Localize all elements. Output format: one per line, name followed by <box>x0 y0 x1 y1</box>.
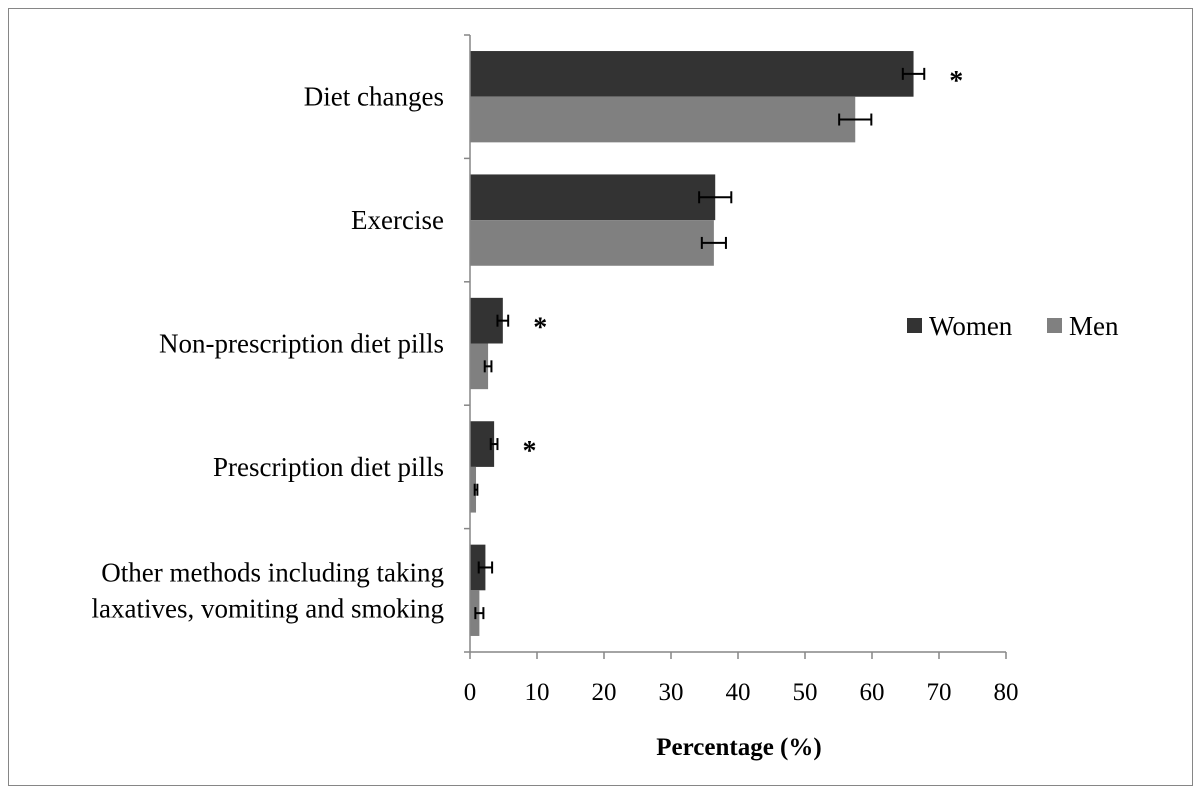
bar-women <box>470 51 914 97</box>
x-tick-label: 40 <box>726 679 751 706</box>
axes-layer <box>464 34 1007 659</box>
legend: Women Men <box>907 311 1119 341</box>
x-tick-label: 0 <box>464 679 477 706</box>
x-tick-label: 20 <box>592 679 617 706</box>
category-label: Other methods including taking <box>101 557 444 587</box>
x-axis-title: Percentage (%) <box>656 734 821 761</box>
x-tick-label: 10 <box>525 679 550 706</box>
bar-men <box>470 343 489 390</box>
bars-layer <box>470 51 926 636</box>
category-label: laxatives, vomiting and smoking <box>92 593 444 623</box>
category-label: Exercise <box>351 205 444 235</box>
legend-label-women: Women <box>929 311 1013 341</box>
x-tick-label: 70 <box>927 679 952 706</box>
x-tick-label: 50 <box>793 679 818 706</box>
legend-label-men: Men <box>1069 311 1119 341</box>
legend-swatch-men <box>1047 318 1062 333</box>
x-tick-label: 30 <box>659 679 684 706</box>
category-label: Prescription diet pills <box>213 452 444 482</box>
significance-marker: * <box>522 436 536 467</box>
bar-men <box>470 466 477 513</box>
significance-marker: * <box>533 313 547 344</box>
category-label: Non-prescription diet pills <box>159 329 444 359</box>
bar-men <box>470 220 714 266</box>
x-tick-label: 60 <box>860 679 885 706</box>
category-label: Diet changes <box>304 82 444 112</box>
bar-men <box>470 96 856 143</box>
legend-swatch-women <box>907 318 922 333</box>
labels-layer: Diet changes * Exercise Non-prescription di… <box>92 66 1019 706</box>
bar-women <box>470 544 486 591</box>
x-tick-label: 80 <box>994 679 1019 706</box>
significance-marker: * <box>949 66 963 97</box>
bar-women <box>470 174 716 221</box>
